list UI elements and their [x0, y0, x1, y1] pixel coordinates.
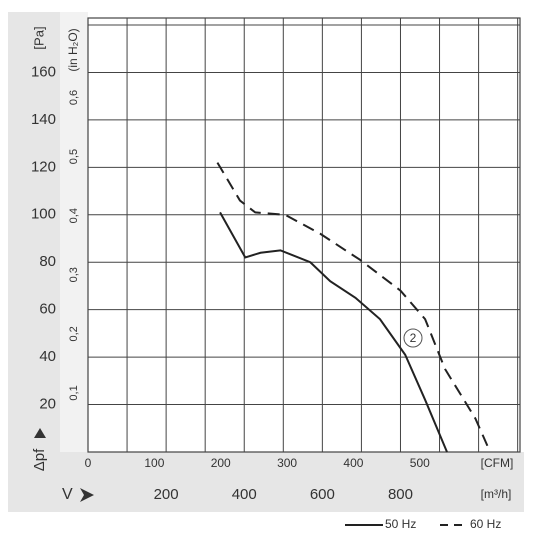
x-tick-label: 400: [343, 456, 363, 470]
pressure-label: Δpf: [31, 448, 48, 471]
y-tick-label: 140: [31, 111, 56, 128]
pressure-arrow: [34, 428, 46, 438]
x-tick-label: 300: [277, 456, 297, 470]
legend-label: 50 Hz: [385, 517, 416, 531]
x-unit: [CFM]: [481, 456, 514, 470]
annotation-circle: [403, 328, 423, 348]
series-line: [219, 211, 448, 453]
y2-tick-label: 0,3: [68, 267, 80, 282]
y-tick-label: 100: [31, 206, 56, 223]
x-tick-label: 500: [410, 456, 430, 470]
y2-tick-label: 0,4: [68, 208, 80, 223]
x2-tick-label: 600: [310, 486, 335, 503]
plot-area: [88, 18, 520, 452]
series-line: [216, 162, 492, 453]
flow-label: V: [62, 486, 73, 503]
legend-label: 60 Hz: [470, 517, 501, 531]
x2-tick-label: 200: [154, 486, 179, 503]
x-tick-label: 0: [85, 456, 92, 470]
x2-tick-label: 800: [388, 486, 413, 503]
x-tick-label: 200: [211, 456, 231, 470]
y2-tick-label: 0,5: [68, 149, 80, 164]
y-tick-label: 20: [39, 396, 56, 413]
y-tick-label: 80: [39, 253, 56, 270]
y2-label: (in H₂O): [66, 28, 80, 71]
y-tick-label: 120: [31, 158, 56, 175]
y-tick-label: 60: [39, 301, 56, 318]
y2-tick-label: 0,6: [68, 90, 80, 105]
plot-frame: [87, 17, 521, 453]
x2-tick-label: 400: [232, 486, 257, 503]
y2-tick-label: 0,2: [68, 326, 80, 341]
annotation: 2: [410, 331, 417, 345]
x2-unit: [m³/h]: [481, 487, 512, 501]
bottom-band: [8, 452, 524, 512]
y-tick-label: 40: [39, 348, 56, 365]
flow-arrow: [80, 488, 94, 502]
y2-tick-label: 0,1: [68, 385, 80, 400]
y-tick-label: 160: [31, 63, 56, 80]
y-label: [Pa]: [31, 26, 46, 49]
x-tick-label: 100: [144, 456, 164, 470]
inh2o-band: [60, 12, 88, 452]
